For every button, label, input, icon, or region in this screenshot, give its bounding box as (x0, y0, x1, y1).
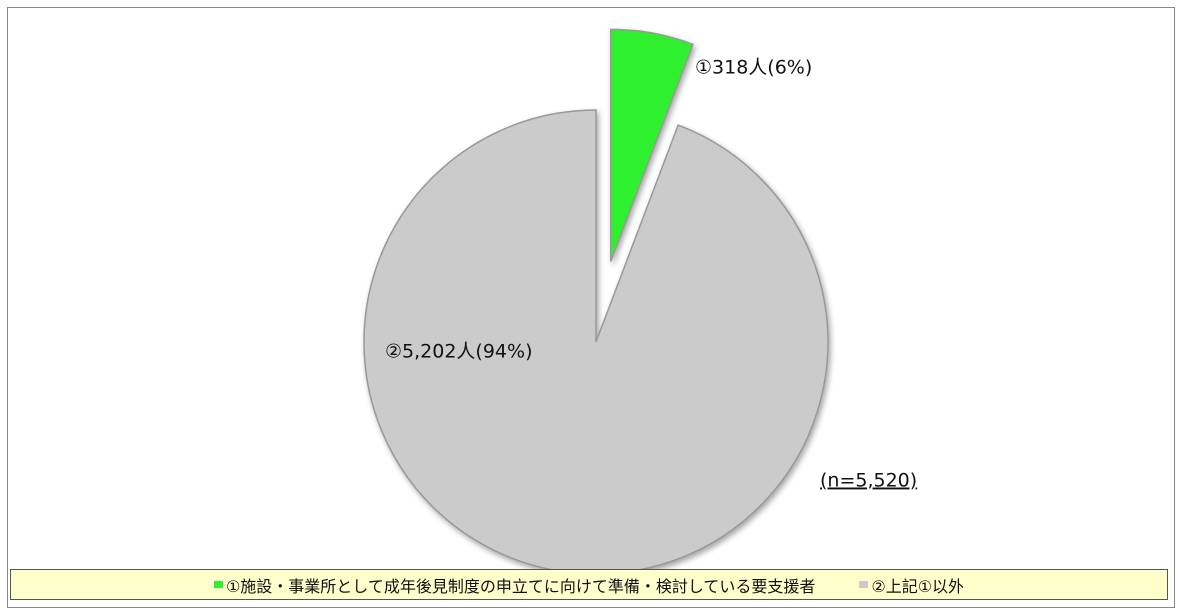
legend-item: ①施設・事業所として成年後見制度の申立てに向けて準備・検討している要支援者 (213, 573, 816, 597)
legend: ①施設・事業所として成年後見制度の申立てに向けて準備・検討している要支援者 ②上記… (10, 569, 1168, 600)
legend-swatch (213, 581, 223, 588)
legend-item: ②上記①以外 (859, 573, 964, 597)
legend-swatch (859, 581, 869, 588)
pie-slice (610, 28, 694, 262)
legend-label: ②上記①以外 (871, 576, 965, 596)
data-label: ①318人(6%) (695, 57, 812, 79)
annotation: (n=5,520) (820, 470, 917, 492)
legend-label: ①施設・事業所として成年後見制度の申立てに向けて準備・検討している要支援者 (225, 576, 816, 596)
data-label: ②5,202人(94%) (385, 341, 532, 363)
